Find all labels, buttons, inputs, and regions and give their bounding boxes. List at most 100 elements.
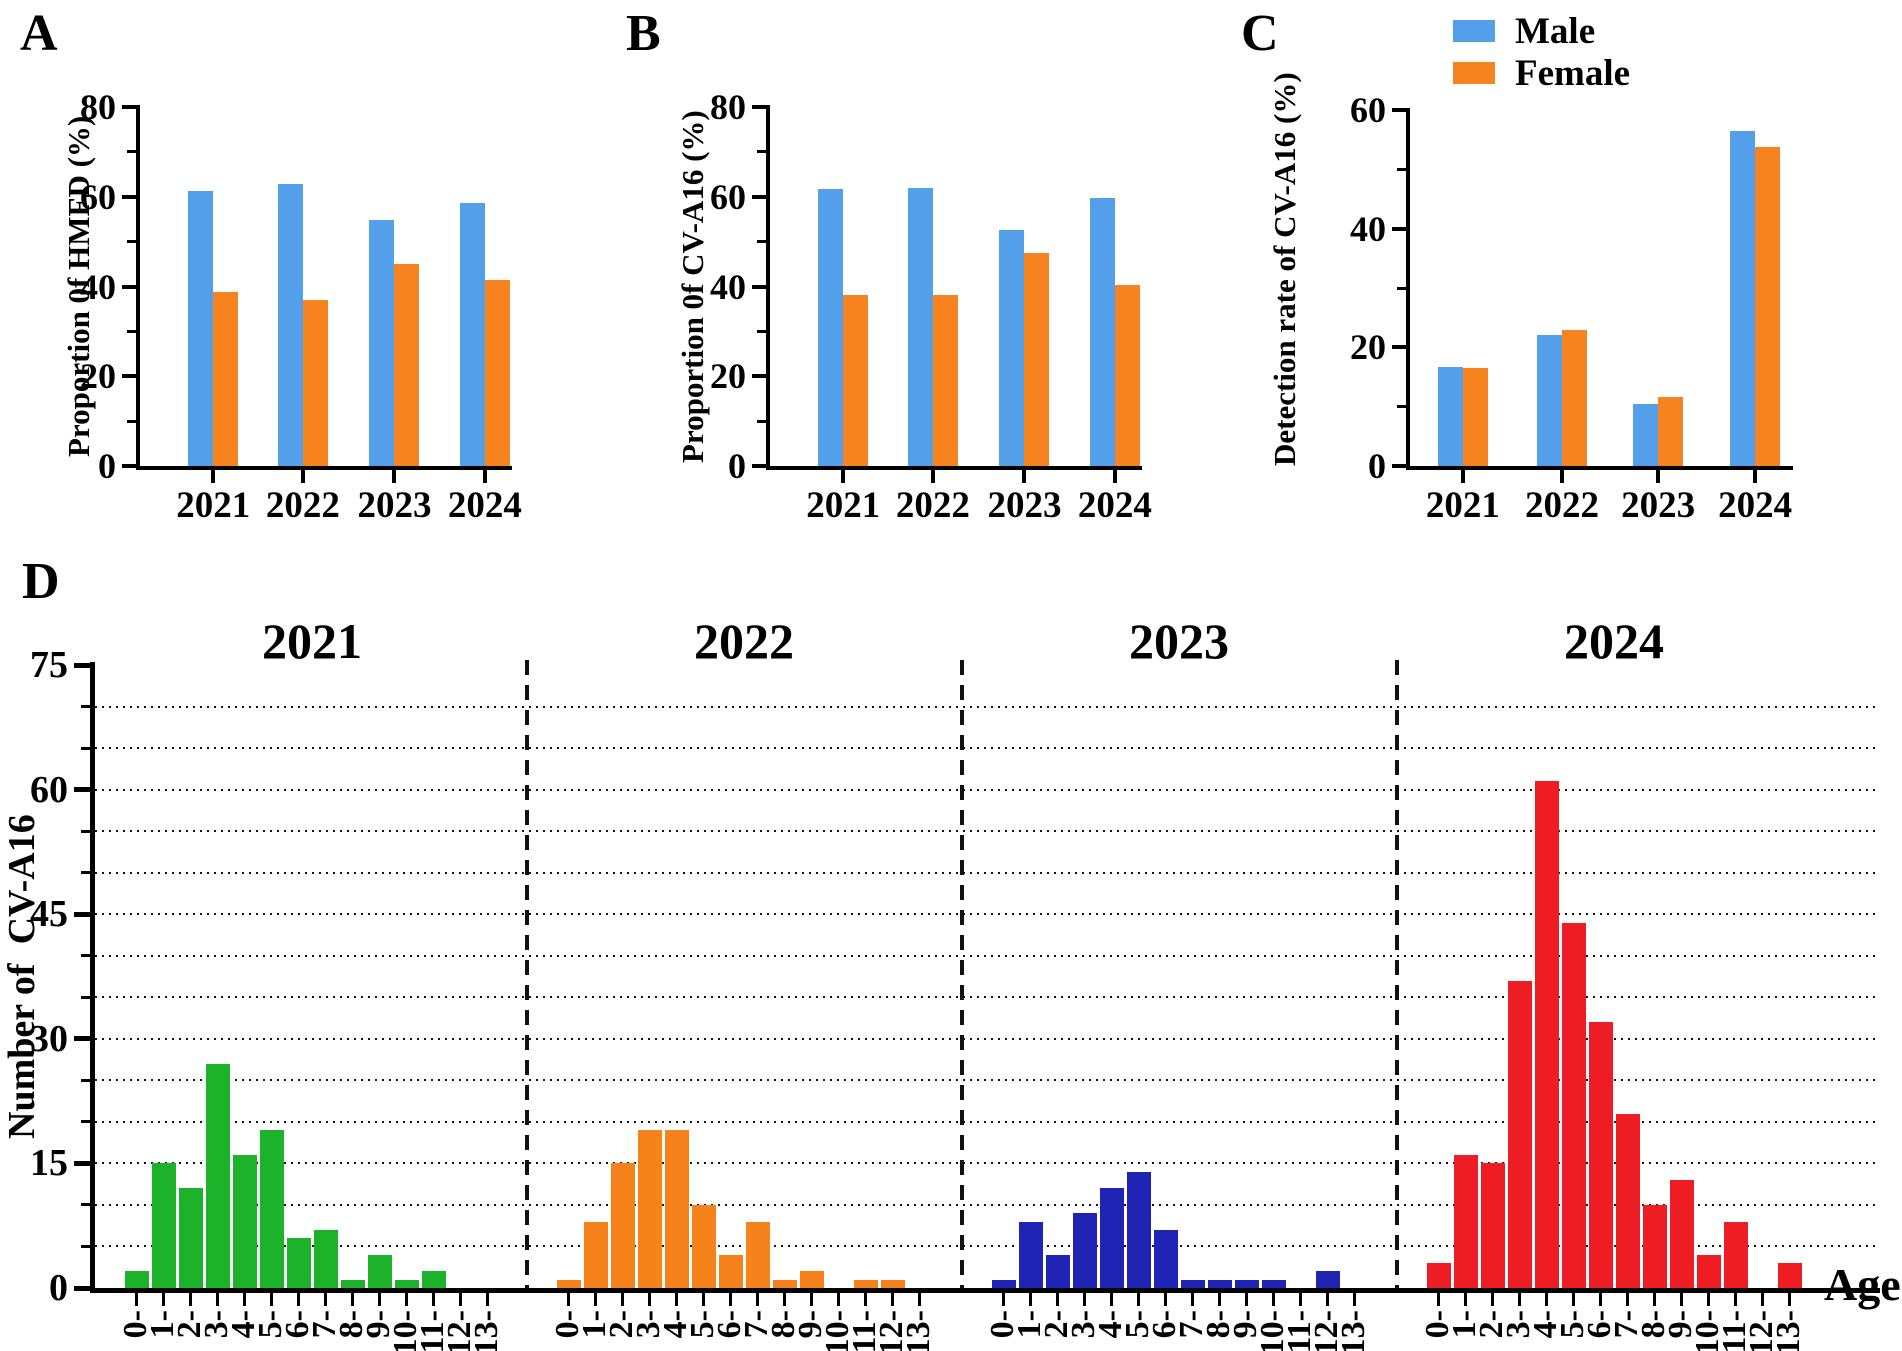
panel-d-year-separator-2: [960, 660, 964, 1288]
panel-d-group-title-2023: 2023: [1129, 613, 1229, 669]
panel-c-y-minor-tick-50: [1397, 167, 1406, 171]
panel-c-x-tick-label-2021: 2021: [1425, 485, 1500, 526]
panel-d-x-tick-2023-0-: [1002, 1293, 1005, 1306]
panel-d-bar-2022-age-6-: [719, 1254, 743, 1288]
panel-a-y-tick-label-60: 60: [80, 176, 116, 217]
panel-b-x-tick-label-2022: 2022: [895, 485, 970, 526]
panel-b-bar-male-2024: [1089, 198, 1115, 466]
panel-a-y-tick-40: [122, 284, 136, 289]
panel-c-y-tick-0: [1392, 464, 1406, 468]
panel-d-x-tick-2021-9-: [378, 1293, 381, 1306]
panel-a-bar-male-2024: [459, 203, 485, 466]
panel-a-y-tick-20: [122, 374, 136, 379]
panel-d-x-tick-2022-3-: [648, 1293, 651, 1306]
panel-d-x-tick-2021-13-: [486, 1293, 489, 1306]
panel-a-x-tick-2022: [300, 470, 305, 483]
panel-d-group-title-2021: 2021: [262, 613, 362, 669]
panel-d-x-tick-2024-10-: [1707, 1293, 1710, 1306]
panel-a-x-tick-label-2022: 2022: [265, 485, 340, 526]
panel-d-bar-2023-age-6-: [1154, 1229, 1178, 1288]
panel-a-bar-female-2024: [484, 280, 510, 466]
panel-d-x-tick-label-2022-13-: 13-: [900, 1310, 937, 1351]
panel-d-label: D: [22, 553, 60, 610]
panel-d-x-tick-2021-6-: [297, 1293, 300, 1306]
panel-c-bar-female-2021: [1462, 368, 1488, 466]
panel-d-gridline-5: [95, 1245, 1880, 1248]
panel-d-y-tick-label-75: 75: [30, 644, 68, 686]
panel-d-x-tick-2022-6-: [729, 1293, 732, 1306]
panel-d-x-tick-2024-9-: [1680, 1293, 1683, 1306]
panel-c-y-tick-20: [1392, 345, 1406, 350]
panel-d-bar-2024-age-10-: [1697, 1254, 1721, 1288]
panel-d-y-minor-tick-65: [81, 746, 90, 750]
panel-b-y-axis: [766, 105, 770, 470]
panel-d-bar-2021-age-4-: [233, 1155, 257, 1288]
male-color-swatch: [1453, 20, 1495, 42]
panel-b-y-tick-40: [752, 284, 766, 289]
panel-d-bar-2021-age-6-: [287, 1238, 311, 1288]
panel-a-x-tick-label-2023: 2023: [357, 485, 432, 526]
panel-c-x-tick-label-2022: 2022: [1525, 485, 1600, 526]
panel-d-y-tick-45: [74, 911, 90, 917]
panel-d-x-tick-2021-10-: [405, 1293, 408, 1306]
panel-d-y-minor-tick-35: [81, 995, 90, 999]
panel-d-bar-2023-age-2-: [1046, 1254, 1070, 1288]
panel-d-y-tick-75: [74, 662, 90, 668]
panel-d-x-tick-2021-8-: [351, 1293, 354, 1306]
panel-d-bar-2023-age-3-: [1073, 1213, 1097, 1288]
panel-a-y-minor-tick-70: [127, 150, 136, 154]
panel-d-gridline-45: [95, 913, 1880, 916]
panel-d-bar-2021-age-9-: [368, 1254, 392, 1288]
panel-d-x-tick-2024-8-: [1653, 1293, 1656, 1306]
panel-a-y-tick-label-0: 0: [98, 446, 116, 486]
female-color-swatch: [1453, 62, 1495, 84]
panel-d-bar-2024-age-3-: [1508, 980, 1532, 1288]
panel-b-y-tick-60: [752, 194, 766, 199]
panel-b-x-tick-2024: [1112, 470, 1117, 483]
panel-d-x-tick-2023-3-: [1083, 1293, 1086, 1306]
panel-d-bar-2021-age-1-: [152, 1163, 176, 1288]
panel-d-x-tick-label-2024-13-: 13-: [1770, 1310, 1807, 1351]
panel-a-x-tick-2021: [211, 470, 216, 483]
panel-d-gridline-55: [95, 830, 1880, 833]
panel-d-x-tick-2021-3-: [216, 1293, 219, 1306]
panel-b-y-tick-20: [752, 374, 766, 379]
panel-a-bar-male-2021: [188, 190, 214, 466]
panel-a-y-tick-0: [122, 464, 136, 468]
panel-d-bar-2023-age-0-: [992, 1279, 1016, 1288]
panel-b-bar-male-2021: [818, 188, 844, 466]
panel-d-x-tick-2024-13-: [1788, 1293, 1791, 1306]
panel-c-y-tick-label-40: 40: [1350, 208, 1386, 249]
panel-d-x-tick-2021-12-: [459, 1293, 462, 1306]
panel-d-gridline-30: [95, 1037, 1880, 1040]
panel-d-x-tick-2023-4-: [1110, 1293, 1113, 1306]
panel-d-gridline-60: [95, 788, 1880, 791]
panel-d-x-axis: [90, 1288, 1880, 1293]
panel-d-x-tick-2022-5-: [702, 1293, 705, 1306]
panel-b-y-minor-tick-10: [757, 419, 766, 423]
panel-c-x-tick-2023: [1656, 470, 1661, 483]
panel-b-bar-female-2021: [843, 294, 869, 466]
panel-d-x-tick-2023-6-: [1164, 1293, 1167, 1306]
panel-c-y-tick-label-20: 20: [1350, 327, 1386, 368]
panel-d-x-tick-2021-2-: [189, 1293, 192, 1306]
panel-d-gridline-20: [95, 1120, 1880, 1123]
panel-a-bar-female-2022: [302, 299, 328, 466]
panel-c-x-tick-2021: [1460, 470, 1465, 483]
panel-c-y-tick-label-60: 60: [1350, 90, 1386, 130]
panel-d-bar-2021-age-7-: [314, 1229, 338, 1288]
panel-d-bar-2024-age-9-: [1670, 1180, 1694, 1288]
panel-d-x-tick-2022-2-: [621, 1293, 624, 1306]
panel-d-y-tick-label-0: 0: [49, 1267, 68, 1309]
panel-d-x-tick-2021-4-: [243, 1293, 246, 1306]
panel-d-bar-2024-age-7-: [1616, 1113, 1640, 1288]
panel-d-y-minor-tick-5: [81, 1244, 90, 1248]
panel-a-label: A: [20, 5, 58, 62]
panel-a-y-tick-label-40: 40: [80, 266, 116, 307]
panel-c-x-tick-label-2023: 2023: [1621, 485, 1696, 526]
panel-d-bar-2022-age-1-: [584, 1221, 608, 1288]
panel-d-x-tick-label-2023-13-: 13-: [1335, 1310, 1372, 1351]
panel-c-x-axis: [1406, 466, 1793, 470]
panel-d-y-minor-tick-20: [81, 1120, 90, 1124]
panel-b-bar-female-2022: [932, 295, 958, 466]
